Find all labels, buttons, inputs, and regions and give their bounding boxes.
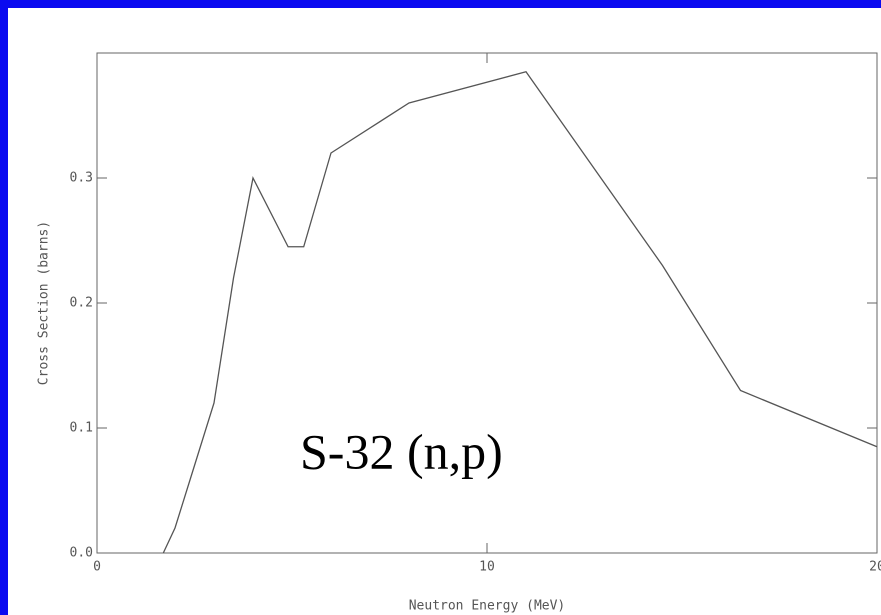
y-tick-label: 0.2 [70,296,93,311]
y-tick-label: 0.3 [70,171,93,186]
x-tick-label: 10 [479,560,495,575]
x-tick-label: 0 [93,560,101,575]
annotation: S-32 (n,p) [300,423,503,479]
x-tick-label: 20 [869,560,881,575]
y-axis-label: Cross Section (barns) [37,221,52,385]
y-tick-label: 0.1 [70,421,93,436]
x-axis-label: Neutron Energy (MeV) [409,599,566,614]
data-line [162,71,878,554]
slide-background [8,8,881,615]
y-tick-label: 0.0 [70,546,93,561]
